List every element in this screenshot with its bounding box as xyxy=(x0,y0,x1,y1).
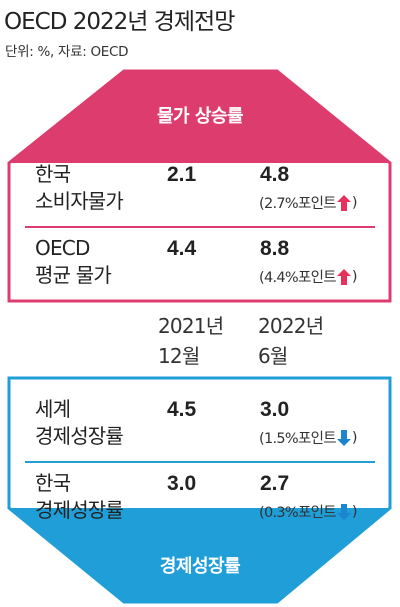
growth-band-label: 경제성장률 xyxy=(159,556,241,577)
row-label-korea-growth: 한국 경제성장률 xyxy=(35,470,124,524)
down-arrow-shape xyxy=(336,429,351,446)
value-oecd-cpi-2022: 8.8 xyxy=(260,237,290,260)
column-header-2021-dec: 2021년 12월 xyxy=(158,311,224,371)
value-korea-cpi-2021: 2.1 xyxy=(167,163,197,186)
column-header-line: 2022년 xyxy=(258,314,324,338)
down-arrow-shape xyxy=(336,503,351,520)
inflation-header-band xyxy=(9,71,390,163)
close-paren: ) xyxy=(351,194,358,211)
inflation-row-divider xyxy=(25,226,375,228)
change-world-growth: (1.5%포인트 ) xyxy=(259,427,358,448)
close-paren: ) xyxy=(351,268,358,285)
value-world-growth-2022: 3.0 xyxy=(260,398,290,421)
up-arrow-icon xyxy=(336,194,351,211)
column-header-2022-jun: 2022년 6월 xyxy=(258,311,324,371)
inflation-band-label: 물가 상승률 xyxy=(156,106,244,127)
column-header-line: 12월 xyxy=(158,344,200,368)
change-text: (4.4%포인트 xyxy=(259,270,337,286)
row-label-line: 한국 xyxy=(35,471,71,495)
value-world-growth-2021: 4.5 xyxy=(167,398,197,421)
column-header-line: 2021년 xyxy=(158,314,224,338)
change-oecd-cpi: (4.4%포인트 ) xyxy=(259,266,358,287)
unit-source-note: 단위: %, 자료: OECD xyxy=(5,44,129,60)
row-label-world-growth: 세계 경제성장률 xyxy=(35,396,124,450)
change-text: (0.3%포인트 xyxy=(259,505,337,521)
value-korea-growth-2021: 3.0 xyxy=(167,472,197,495)
row-label-line: 소비자물가 xyxy=(35,189,124,213)
down-arrow-icon xyxy=(336,429,351,446)
row-label-line: 세계 xyxy=(35,397,71,421)
change-korea-growth: (0.3%포인트 ) xyxy=(259,501,358,522)
change-text: (2.7%포인트 xyxy=(259,196,337,212)
up-arrow-shape xyxy=(336,268,351,285)
growth-header-band xyxy=(9,508,390,602)
close-paren: ) xyxy=(351,503,358,520)
row-label-line: 평균 물가 xyxy=(35,263,112,287)
up-arrow-icon xyxy=(336,268,351,285)
value-korea-growth-2022: 2.7 xyxy=(260,472,290,495)
value-oecd-cpi-2021: 4.4 xyxy=(167,237,197,260)
down-arrow-icon xyxy=(336,503,351,520)
row-label-line: 한국 xyxy=(35,162,71,186)
row-label-line: 경제성장률 xyxy=(35,498,124,522)
change-korea-cpi: (2.7%포인트 ) xyxy=(259,192,358,213)
row-label-oecd-cpi: OECD 평균 물가 xyxy=(35,235,112,289)
change-text: (1.5%포인트 xyxy=(259,431,337,447)
close-paren: ) xyxy=(351,429,358,446)
row-label-line: OECD xyxy=(35,236,90,260)
growth-row-divider xyxy=(25,461,375,463)
chart-title: OECD 2022년 경제전망 xyxy=(4,9,235,35)
row-label-line: 경제성장률 xyxy=(35,424,124,448)
up-arrow-shape xyxy=(336,194,351,211)
row-label-korea-cpi: 한국 소비자물가 xyxy=(35,161,124,215)
column-header-line: 6월 xyxy=(258,344,288,368)
value-korea-cpi-2022: 4.8 xyxy=(260,163,290,186)
